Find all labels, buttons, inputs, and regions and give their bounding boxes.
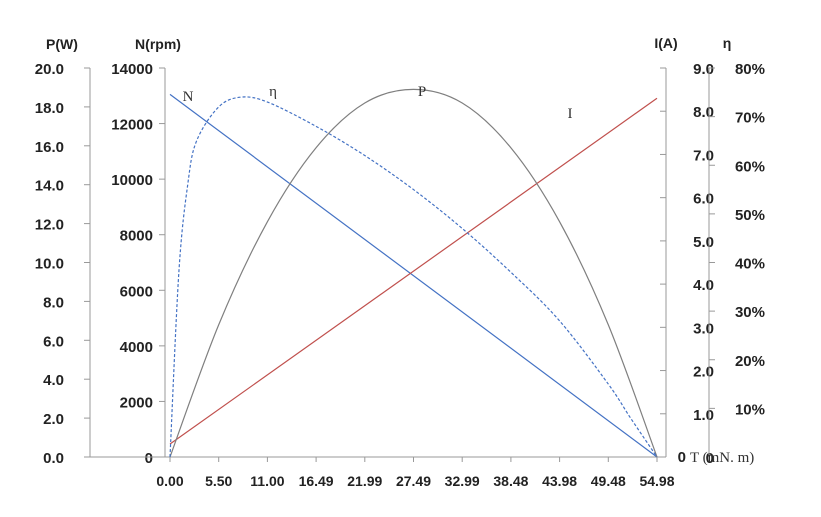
torque-tick-label: 0.00 (156, 473, 183, 489)
series-p-line (169, 88, 658, 458)
speed-tick-label: 2000 (120, 394, 153, 411)
series-label-i: I (568, 106, 573, 122)
speed-tick-label: 12000 (111, 117, 153, 134)
series-i-line (169, 97, 658, 445)
efficiency-axis-title: η (723, 35, 732, 51)
torque-tick-label: 38.48 (493, 473, 528, 489)
efficiency-tick-label: 20% (735, 353, 765, 370)
power-tick-label: 8.0 (43, 294, 64, 311)
torque-tick-label: 11.00 (250, 473, 284, 489)
torque-tick-label: 21.99 (347, 473, 382, 489)
power-tick-label: 14.0 (35, 178, 64, 195)
torque-tick-label: 49.48 (591, 473, 626, 489)
current-tick-label: 4.0 (693, 277, 714, 294)
torque-tick-label: 16.49 (299, 473, 334, 489)
torque-axis-title: T (mN. m) (690, 450, 754, 466)
power-tick-label: 18.0 (35, 100, 64, 117)
efficiency-tick-label: 60% (735, 158, 765, 175)
current-tick-label: 8.0 (693, 104, 714, 121)
speed-tick-label: 8000 (120, 228, 153, 245)
current-tick-label: 3.0 (693, 320, 714, 337)
torque-tick-label: 54.98 (639, 473, 674, 489)
speed-tick-label: 14000 (111, 61, 153, 78)
speed-axis-title: N(rpm) (135, 36, 181, 52)
power-tick-label: 0.0 (43, 450, 64, 467)
power-tick-label: 6.0 (43, 333, 64, 350)
current-tick-label: 6.0 (693, 191, 714, 208)
speed-tick-label: 4000 (120, 339, 153, 356)
current-tick-label: 5.0 (693, 234, 714, 251)
current-tick-label: 1.0 (693, 407, 714, 424)
power-tick-label: 12.0 (35, 217, 64, 234)
efficiency-tick-label: 40% (735, 256, 765, 273)
torque-tick-label: 5.50 (205, 473, 232, 489)
power-tick-label: 10.0 (35, 256, 64, 273)
series-label-p: P (418, 84, 426, 100)
speed-tick-label: 10000 (111, 172, 153, 189)
series-label-eta: η (269, 84, 277, 100)
current-tick-label: 2.0 (693, 364, 714, 381)
current-tick-label: 9.0 (693, 61, 714, 78)
torque-tick-label: 27.49 (396, 473, 431, 489)
series-label-n: N (183, 89, 194, 105)
power-tick-label: 16.0 (35, 139, 64, 156)
efficiency-tick-label: 80% (735, 61, 765, 78)
power-tick-label: 20.0 (35, 61, 64, 78)
power-axis-title: P(W) (46, 36, 78, 52)
current-axis-title: I(A) (654, 35, 677, 51)
current-tick-label: 7.0 (693, 147, 714, 164)
efficiency-tick-label: 50% (735, 207, 765, 224)
efficiency-tick-label: 70% (735, 110, 765, 127)
current-zero-label: 0 (678, 449, 686, 466)
current-tick-label: 0 (706, 450, 714, 467)
torque-tick-label: 32.99 (445, 473, 480, 489)
efficiency-tick-label: 10% (735, 401, 765, 418)
efficiency-tick-label: 30% (735, 304, 765, 321)
series-eta-line (169, 96, 658, 458)
power-tick-label: 2.0 (43, 411, 64, 428)
speed-tick-label: 6000 (120, 283, 153, 300)
power-tick-label: 4.0 (43, 372, 64, 389)
series-n-line (169, 93, 658, 458)
speed-tick-label: 0 (145, 450, 153, 467)
torque-tick-label: 43.98 (542, 473, 577, 489)
